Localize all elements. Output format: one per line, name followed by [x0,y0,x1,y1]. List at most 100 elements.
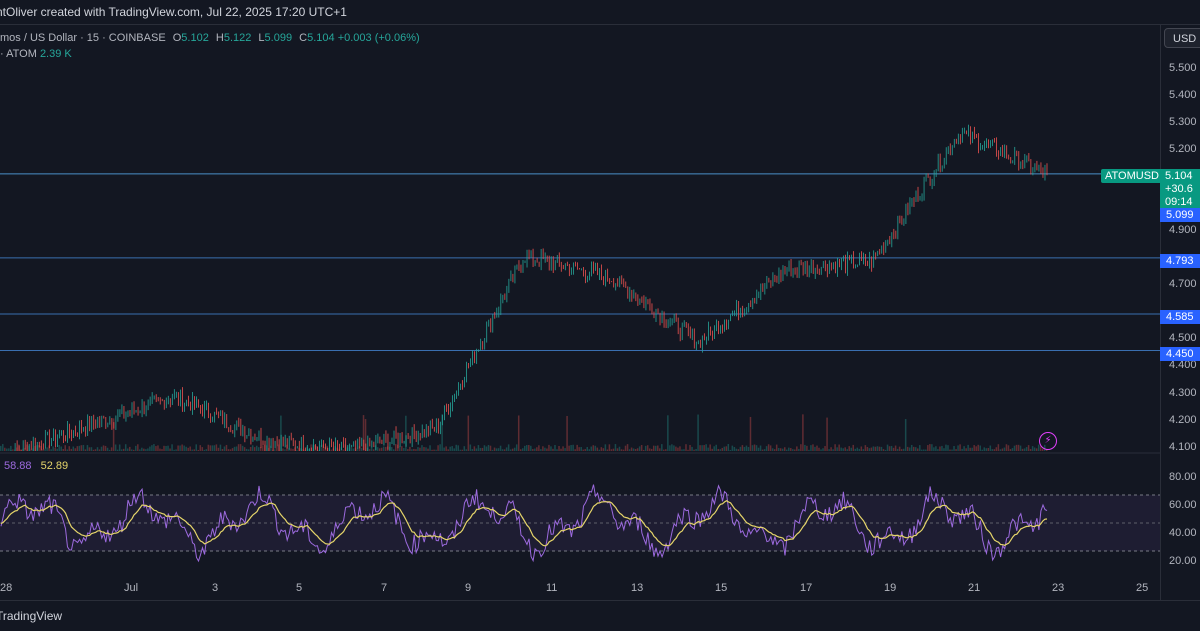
volume-bar [985,448,988,451]
time-tick: 23 [1052,582,1065,594]
volume-bar [971,447,973,451]
volume-bar [342,449,345,451]
volume-bar [900,449,903,451]
time-axis[interactable]: 28 Jul 3 5 7 9 11 13 15 17 19 21 23 25 [0,578,1160,600]
chart-area[interactable] [0,25,1160,600]
volume-bar [677,447,679,451]
volume-bar [711,448,713,451]
volume-bar [362,415,365,451]
level-tag[interactable]: 4.793 [1160,254,1200,268]
volume-bar [1035,448,1038,451]
volume-bar [632,448,635,451]
price-tick: 5.200 [1169,143,1197,155]
volume-bar [1041,448,1044,451]
currency-button[interactable]: USD [1164,28,1200,48]
volume-bar [274,449,276,451]
volume-bar [461,449,464,451]
volume-bar [179,445,181,451]
volume-bar [648,448,651,451]
volume-bar [646,445,649,451]
price-tick: 5.500 [1169,62,1197,74]
volume-bar [241,445,244,451]
volume-bar [955,449,957,451]
volume-bar [927,445,929,451]
volume-bar [259,447,262,451]
volume-bar [983,447,986,451]
volume-bar [638,446,641,451]
volume-bar [1033,447,1036,451]
volume-bar [552,448,554,451]
volume-bar [997,444,1000,451]
volume-bar [975,446,977,451]
volume-bar [173,449,175,451]
symbol-name[interactable]: mos / US Dollar · 15 · COINBASE [0,32,166,44]
volume-bar [217,447,220,451]
volume-bar [755,445,758,451]
volume-bar [133,449,135,451]
volume-bar [395,444,397,451]
volume-bar [729,449,732,451]
volume-bar [925,449,927,451]
volume-bar [798,448,800,451]
volume-bar [695,448,697,451]
volume-bar [88,447,91,451]
lightning-icon[interactable]: ⚡ [1039,432,1057,450]
volume-bar [262,445,264,451]
volume-bar [620,449,623,451]
price-tick: 4.100 [1169,441,1197,453]
volume-bar [580,447,582,451]
volume-bar [967,444,969,451]
volume-bar [495,448,498,451]
volume-bar [933,447,935,451]
volume-bar [413,448,415,451]
volume-bar [818,447,820,451]
level-tag[interactable]: 4.585 [1160,310,1200,324]
volume-bar [1005,444,1008,451]
volume-bar [421,445,423,451]
volume-bar [135,445,137,451]
volume-bar [114,444,117,451]
volume-bar [473,446,476,451]
time-tick: 15 [715,582,728,594]
rsi-tick: 20.00 [1169,555,1197,567]
volume-bar [872,446,875,451]
volume-bar [800,444,802,451]
volume-bar [757,447,760,451]
volume-bar [594,445,597,451]
volume-bar [892,447,895,451]
volume-bar [455,444,457,451]
volume-bar [830,447,832,451]
volume-bar [769,445,772,451]
volume-bar [657,445,659,451]
volume-bar [509,449,512,451]
volume-bar [624,445,627,451]
volume-bar [0,445,2,451]
volume-bar [429,445,431,451]
volume-bar [910,444,913,451]
volume-bar [378,448,381,451]
volume-bar [411,449,413,451]
volume-bar [358,446,361,451]
volume-bar [403,448,405,451]
volume-bar [296,449,298,451]
volume-bar [38,445,40,451]
volume-bar [147,448,149,451]
level-tag[interactable]: 4.450 [1160,347,1200,361]
volume-bar [951,449,953,451]
volume-bar [1037,444,1040,451]
volume-bar [445,446,447,451]
price-chart[interactable] [0,25,1160,600]
volume-bar [765,446,768,451]
volume-bar [949,449,951,451]
volume-bar [939,446,941,451]
volume-bar [884,449,887,451]
volume-bar [554,445,556,451]
volume-bar [447,449,449,451]
volume-bar [364,419,367,451]
volume-bar [128,446,131,451]
volume-bar [120,449,123,451]
volume-bar [719,449,722,451]
volume-bar [213,445,216,451]
volume-bar [846,449,848,451]
volume-bar [568,445,570,451]
